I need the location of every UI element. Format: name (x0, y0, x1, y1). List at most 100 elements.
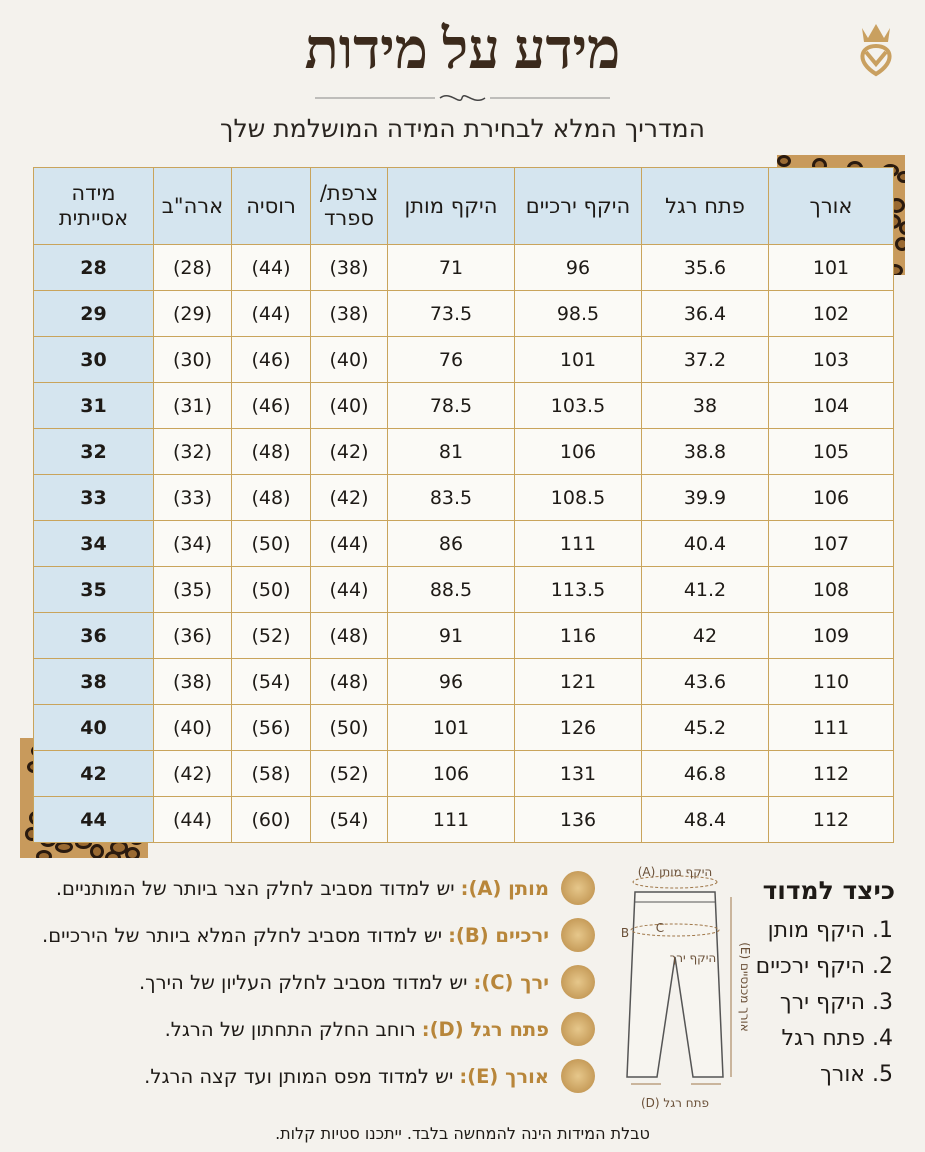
table-cell: (48) (231, 474, 311, 521)
table-cell: (38) (310, 244, 388, 291)
icon (561, 871, 595, 905)
table-cell: (50) (231, 566, 311, 613)
leopard-spot (895, 237, 905, 251)
leopard-spot (777, 155, 791, 167)
size-table: אורך פתח רגל היקף ירכיים היקף מותן צרפת/ ספר… (33, 167, 894, 843)
table-cell: (33) (153, 474, 232, 521)
leopard-spot (36, 850, 52, 858)
table-cell: (58) (231, 750, 311, 797)
table-cell: (28) (153, 244, 232, 291)
table-cell: 113.5 (514, 566, 642, 613)
table-row: 109 42 116 91 (48) (52) (36) 36 (33, 612, 894, 659)
table-cell: (29) (153, 290, 232, 337)
table-row: 111 45.2 126 101 (50) (56) (40) 40 (33, 704, 894, 751)
table-cell: 40.4 (641, 520, 769, 567)
table-cell: (48) (310, 658, 388, 705)
table-cell: (48) (231, 428, 311, 475)
table-cell: 43.6 (641, 658, 769, 705)
table-cell: (34) (153, 520, 232, 567)
table-cell: 105 (768, 428, 894, 475)
table-cell: (38) (153, 658, 232, 705)
table-row: 110 43.6 121 96 (48) (54) (38) 38 (33, 658, 894, 705)
column-header: היקף מותן (387, 167, 515, 245)
instruction-term: פתח רגל (D): (421, 1017, 549, 1041)
table-cell: 83.5 (387, 474, 515, 521)
table-cell: 39.9 (641, 474, 769, 521)
column-header: מידה אסייתית (33, 167, 154, 245)
pants-diagram: היקף מותן (A) B C היקף ירך אורך מכנסיים … (621, 865, 750, 1110)
table-row: 101 35.6 96 71 (38) (44) (28) 28 (33, 244, 894, 291)
table-cell: (60) (231, 796, 311, 843)
table-cell: (30) (153, 336, 232, 383)
leopard-spot (899, 221, 905, 235)
table-cell: 41.2 (641, 566, 769, 613)
instruction: אורך (E): יש למדוד מפס המותן ועד קצה הרגל… (144, 1056, 595, 1096)
table-cell: 96 (387, 658, 515, 705)
table-cell: 37.2 (641, 336, 769, 383)
diagram-label: היקף מותן (A) (638, 865, 713, 879)
icon (561, 965, 595, 999)
table-cell: (54) (310, 796, 388, 843)
table-cell: (42) (310, 428, 388, 475)
table-cell: 45.2 (641, 704, 769, 751)
instruction: מותן (A): יש למדוד מסביב לחלק הצר ביותר ש… (56, 868, 595, 908)
table-cell: 101 (387, 704, 515, 751)
table-cell: (50) (231, 520, 311, 567)
instruction: פתח רגל (D): רוחב החלק התחתון של הרגל. (165, 1009, 595, 1049)
table-cell: (40) (310, 336, 388, 383)
how-to-item: 4. פתח רגל (781, 1026, 893, 1051)
table-row: 104 38 103.5 78.5 (40) (46) (31) 31 (33, 382, 894, 429)
table-cell: 33 (33, 474, 154, 521)
table-cell: 30 (33, 336, 154, 383)
table-cell: 126 (514, 704, 642, 751)
table-cell: (44) (310, 520, 388, 567)
table-cell: (35) (153, 566, 232, 613)
table-cell: (56) (231, 704, 311, 751)
logo (860, 24, 892, 77)
table-cell: 91 (387, 612, 515, 659)
instruction-text: יש למדוד מסביב לחלק העליון של הירך. (138, 970, 468, 994)
table-cell: 36.4 (641, 290, 769, 337)
diagram-label: B (621, 926, 629, 940)
diagram-label: C (656, 921, 664, 935)
table-cell: 78.5 (387, 382, 515, 429)
table-cell: (31) (153, 382, 232, 429)
instruction-text: יש למדוד מסביב לחלק הצר ביותר של המותניי… (55, 876, 455, 900)
table-row: 103 37.2 101 76 (40) (46) (30) 30 (33, 336, 894, 383)
table-cell: (42) (153, 750, 232, 797)
table-cell: (54) (231, 658, 311, 705)
table-cell: 107 (768, 520, 894, 567)
icon (561, 1059, 595, 1093)
table-cell: 131 (514, 750, 642, 797)
table-cell: (32) (153, 428, 232, 475)
how-to-item: 1. היקף מותן (767, 918, 893, 943)
table-cell: 40 (33, 704, 154, 751)
table-cell: 42 (641, 612, 769, 659)
table-cell: 76 (387, 336, 515, 383)
table-cell: 88.5 (387, 566, 515, 613)
header-row: אורך פתח רגל היקף ירכיים היקף מותן צרפת/ ספר… (33, 167, 894, 245)
instruction-text: יש למדוד מפס המותן ועד קצה הרגל. (144, 1064, 454, 1088)
table-row: 106 39.9 108.5 83.5 (42) (48) (33) 33 (33, 474, 894, 521)
table-body: 101 35.6 96 71 (38) (44) (28) 28 102 36.4 98.5 73.5… (33, 244, 894, 843)
column-header: צרפת/ ספרד (310, 167, 388, 245)
column-header: ארה"ב (153, 167, 232, 245)
table-cell: 111 (768, 704, 894, 751)
table-cell: 121 (514, 658, 642, 705)
table-cell: (44) (153, 796, 232, 843)
table-row: 102 36.4 98.5 73.5 (38) (44) (29) 29 (33, 290, 894, 337)
table-cell: 103.5 (514, 382, 642, 429)
table-row: 105 38.8 106 81 (42) (48) (32) 32 (33, 428, 894, 475)
column-header: רוסיה (231, 167, 311, 245)
table-cell: 112 (768, 796, 894, 843)
table-cell: 73.5 (387, 290, 515, 337)
how-to-item: 2. היקף ירכיים (755, 954, 893, 979)
how-to-item: 3. היקף ירך (779, 990, 893, 1015)
footer-note: טבלת המידות הינה להמחשה בלבד. ייתכנו סטי… (275, 1124, 650, 1143)
table-cell: 106 (514, 428, 642, 475)
icon (561, 1012, 595, 1046)
table-cell: 38.8 (641, 428, 769, 475)
instruction-term: אורך (E): (459, 1064, 549, 1088)
table-cell: (46) (231, 336, 311, 383)
